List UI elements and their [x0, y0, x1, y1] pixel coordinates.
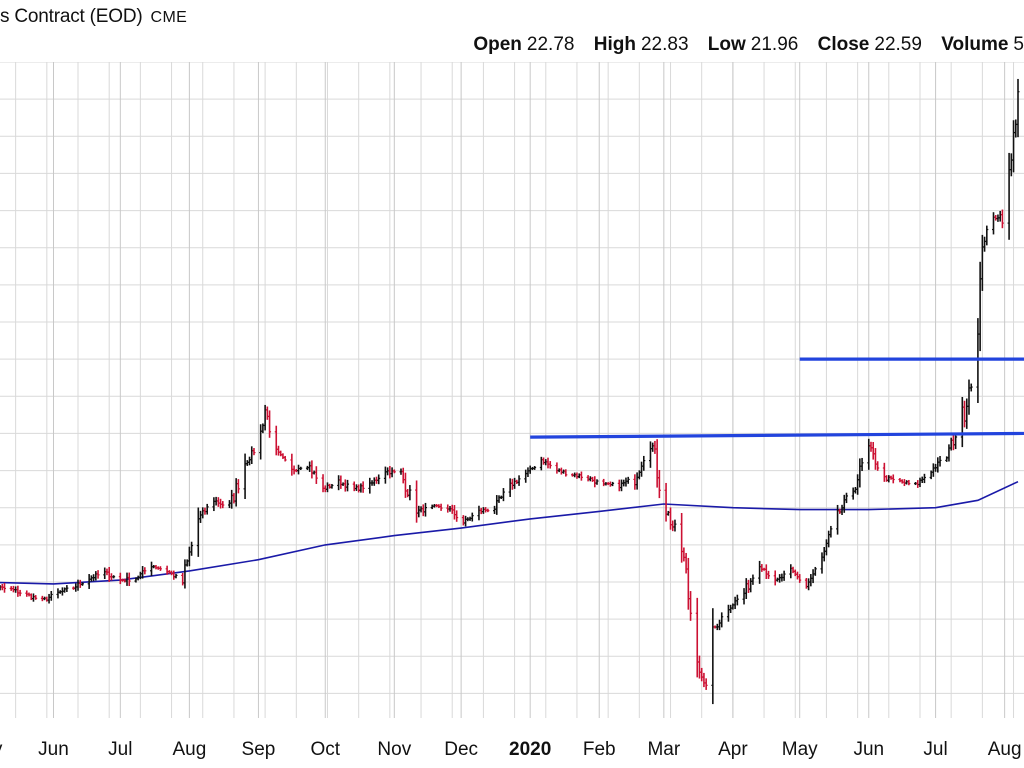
open-value: 22.78	[526, 34, 575, 55]
contract-title: s Contract (EOD)	[0, 6, 143, 27]
moving-average-layer	[0, 480, 1019, 585]
trendline-layer	[530, 357, 1024, 439]
ohlc-summary: Open 22.78 High 22.83 Low 21.96 Close 22.59 …	[473, 34, 1024, 56]
high-label: High	[593, 34, 636, 55]
volume-value: 5	[1013, 34, 1024, 55]
x-tick-label: May	[782, 739, 818, 760]
close-label: Close	[817, 34, 870, 55]
exchange-label: CME	[150, 9, 188, 26]
price-bars-layer	[0, 78, 1020, 705]
x-tick-label: Sep	[242, 739, 276, 760]
x-tick-label: Jun	[853, 739, 884, 760]
close-value: 22.59	[874, 34, 922, 55]
x-tick-label: May	[0, 739, 3, 760]
low-value: 21.96	[750, 34, 799, 55]
volume-label: Volume	[941, 34, 1009, 55]
x-tick-label: Mar	[647, 739, 680, 760]
chart-grid	[0, 62, 1024, 718]
x-tick-label: Nov	[377, 739, 411, 760]
price-chart[interactable]: May Jun Jul Aug Sep Oct Nov Dec 2020 Feb Mar Apr May…	[0, 62, 1024, 768]
high-value: 22.83	[640, 34, 689, 55]
trendline-1	[530, 431, 1024, 439]
x-tick-label: Aug	[172, 739, 206, 760]
x-tick-label: Jun	[38, 739, 69, 760]
x-tick-label: Feb	[583, 739, 616, 760]
x-tick-label: 2020	[509, 739, 551, 760]
x-tick-label: Dec	[444, 739, 478, 760]
chart-title-row: s Contract (EOD) CME	[0, 6, 187, 28]
moving-average-line	[0, 480, 1019, 585]
open-label: Open	[473, 34, 522, 55]
x-tick-label: Oct	[310, 739, 340, 760]
x-tick-label: Aug	[988, 739, 1022, 760]
x-axis-ticks: May Jun Jul Aug Sep Oct Nov Dec 2020 Feb Mar Apr May…	[0, 739, 1022, 760]
low-label: Low	[707, 34, 746, 55]
x-tick-label: Jul	[923, 739, 947, 760]
x-tick-label: Jul	[108, 739, 132, 760]
x-tick-label: Apr	[718, 739, 748, 760]
